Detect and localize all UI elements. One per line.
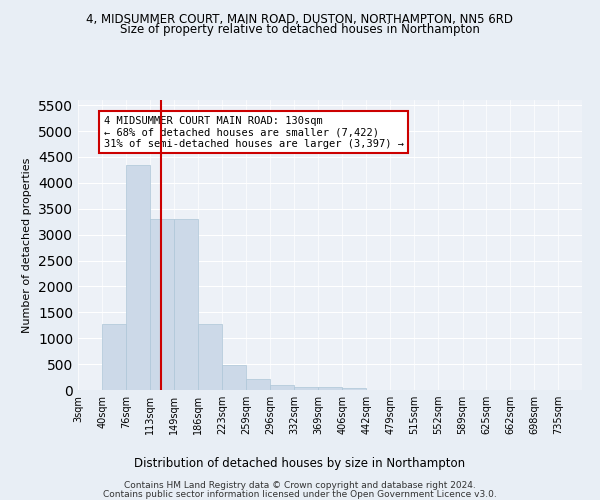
Y-axis label: Number of detached properties: Number of detached properties: [22, 158, 32, 332]
Bar: [223, 364, 246, 390]
Bar: [294, 387, 318, 390]
Text: 4 MIDSUMMER COURT MAIN ROAD: 130sqm
← 68% of detached houses are smaller (7,422): 4 MIDSUMMER COURT MAIN ROAD: 130sqm ← 68…: [104, 116, 404, 148]
Bar: [246, 378, 270, 390]
Text: Size of property relative to detached houses in Northampton: Size of property relative to detached ho…: [120, 22, 480, 36]
Bar: [270, 386, 294, 390]
Bar: [318, 387, 343, 390]
Text: Contains public sector information licensed under the Open Government Licence v3: Contains public sector information licen…: [103, 490, 497, 499]
Bar: [102, 324, 126, 390]
Text: Contains HM Land Registry data © Crown copyright and database right 2024.: Contains HM Land Registry data © Crown c…: [124, 481, 476, 490]
Text: Distribution of detached houses by size in Northampton: Distribution of detached houses by size …: [134, 458, 466, 470]
Bar: [150, 219, 174, 390]
Bar: [174, 219, 198, 390]
Bar: [343, 388, 366, 390]
Bar: [198, 324, 223, 390]
Bar: [126, 164, 150, 390]
Text: 4, MIDSUMMER COURT, MAIN ROAD, DUSTON, NORTHAMPTON, NN5 6RD: 4, MIDSUMMER COURT, MAIN ROAD, DUSTON, N…: [86, 12, 514, 26]
